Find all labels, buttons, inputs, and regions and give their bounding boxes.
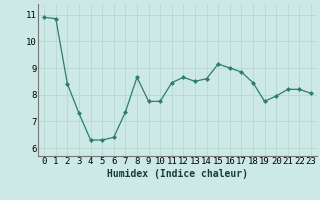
X-axis label: Humidex (Indice chaleur): Humidex (Indice chaleur)	[107, 169, 248, 179]
